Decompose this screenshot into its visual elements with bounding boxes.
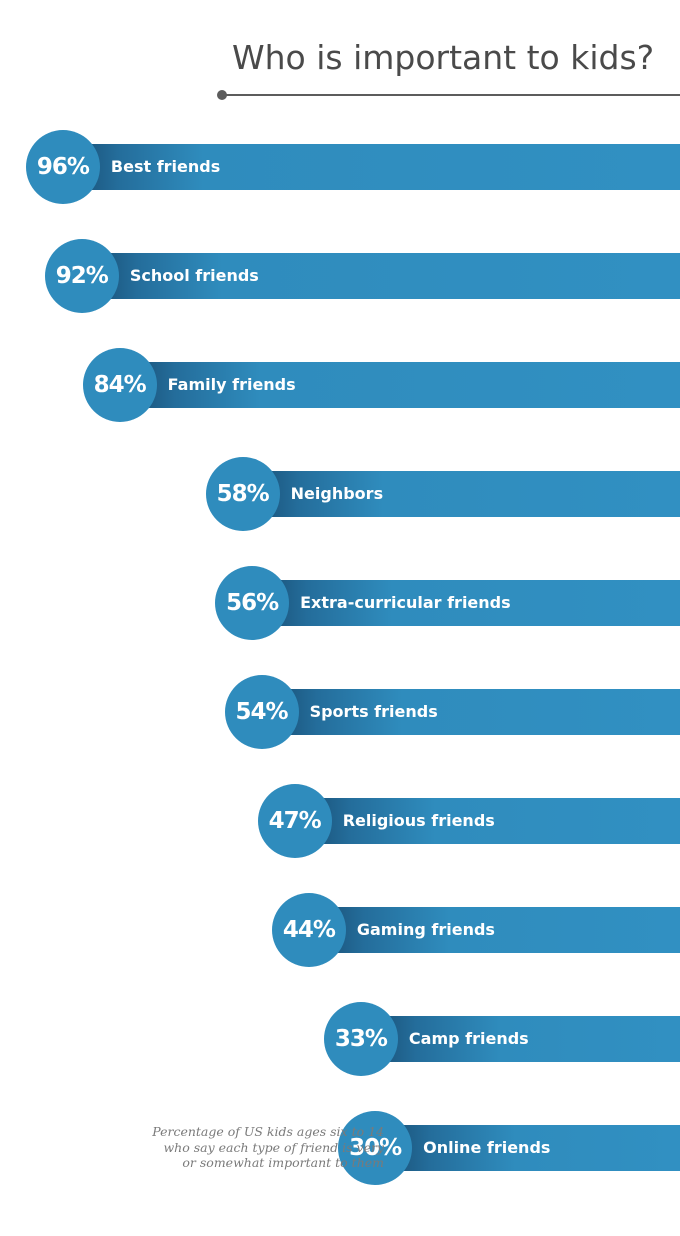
category-label: Neighbors — [290, 484, 384, 503]
title-underline — [222, 94, 680, 96]
bar — [81, 253, 680, 299]
category-label: Religious friends — [342, 811, 495, 830]
value-label: 56% — [226, 590, 279, 616]
bar — [242, 471, 680, 517]
bar — [252, 580, 680, 626]
bar — [294, 798, 680, 844]
bar-row: 30% Online friends — [0, 1111, 680, 1185]
category-label: Family friends — [167, 375, 296, 394]
caption-line: Percentage of US kids ages six to 14 — [152, 1124, 384, 1139]
value-label: 54% — [235, 699, 289, 725]
value-circle — [338, 1111, 413, 1185]
category-label: Extra-curricular friends — [300, 593, 511, 612]
category-label: Camp friends — [408, 1029, 529, 1048]
value-circle — [257, 784, 332, 858]
caption-line: or somewhat important to them — [182, 1155, 384, 1170]
category-label: School friends — [129, 266, 259, 285]
value-circle — [215, 566, 290, 640]
value-label: 84% — [93, 372, 147, 398]
bar-row: 84% Family friends — [0, 348, 680, 422]
value-label: 92% — [55, 263, 109, 289]
bar — [261, 689, 680, 735]
value-circle — [205, 457, 280, 531]
value-label: 44% — [282, 917, 336, 943]
bar-row: 58% Neighbors — [0, 457, 680, 531]
category-label: Sports friends — [309, 702, 438, 721]
bar — [308, 907, 680, 953]
bar-row: 44% Gaming friends — [0, 893, 680, 967]
value-label: 33% — [334, 1026, 388, 1052]
bar-row: 54% Sports friends — [0, 675, 680, 749]
category-label: Gaming friends — [356, 920, 495, 939]
bar — [119, 362, 680, 408]
caption-line: who say each type of friend is very — [163, 1139, 384, 1155]
category-label: Best friends — [110, 157, 221, 176]
bar-row: 96% Best friends — [0, 130, 680, 204]
value-circle — [25, 130, 100, 204]
value-label: 47% — [268, 808, 322, 834]
value-label: 58% — [216, 481, 270, 507]
chart-caption: Percentage of US kids ages six to 14 who… — [144, 1124, 384, 1171]
bar-row: 47% Religious friends — [0, 784, 680, 858]
bar — [360, 1016, 680, 1062]
bar — [375, 1125, 680, 1171]
title-underline-dot — [217, 90, 227, 100]
value-circle — [323, 1002, 398, 1076]
value-circle — [224, 675, 299, 749]
value-label: 96% — [36, 154, 90, 180]
value-circle — [44, 239, 119, 313]
bar — [62, 144, 680, 190]
bar-row: 33% Camp friends — [0, 1002, 680, 1076]
value-circle — [82, 348, 157, 422]
category-label: Online friends — [423, 1138, 551, 1157]
chart-title: Who is important to kids? — [232, 38, 655, 77]
bar-row: 56% Extra-curricular friends — [0, 566, 680, 640]
value-circle — [271, 893, 346, 967]
bar-row: 92% School friends — [0, 239, 680, 313]
value-label: 30% — [349, 1135, 402, 1161]
